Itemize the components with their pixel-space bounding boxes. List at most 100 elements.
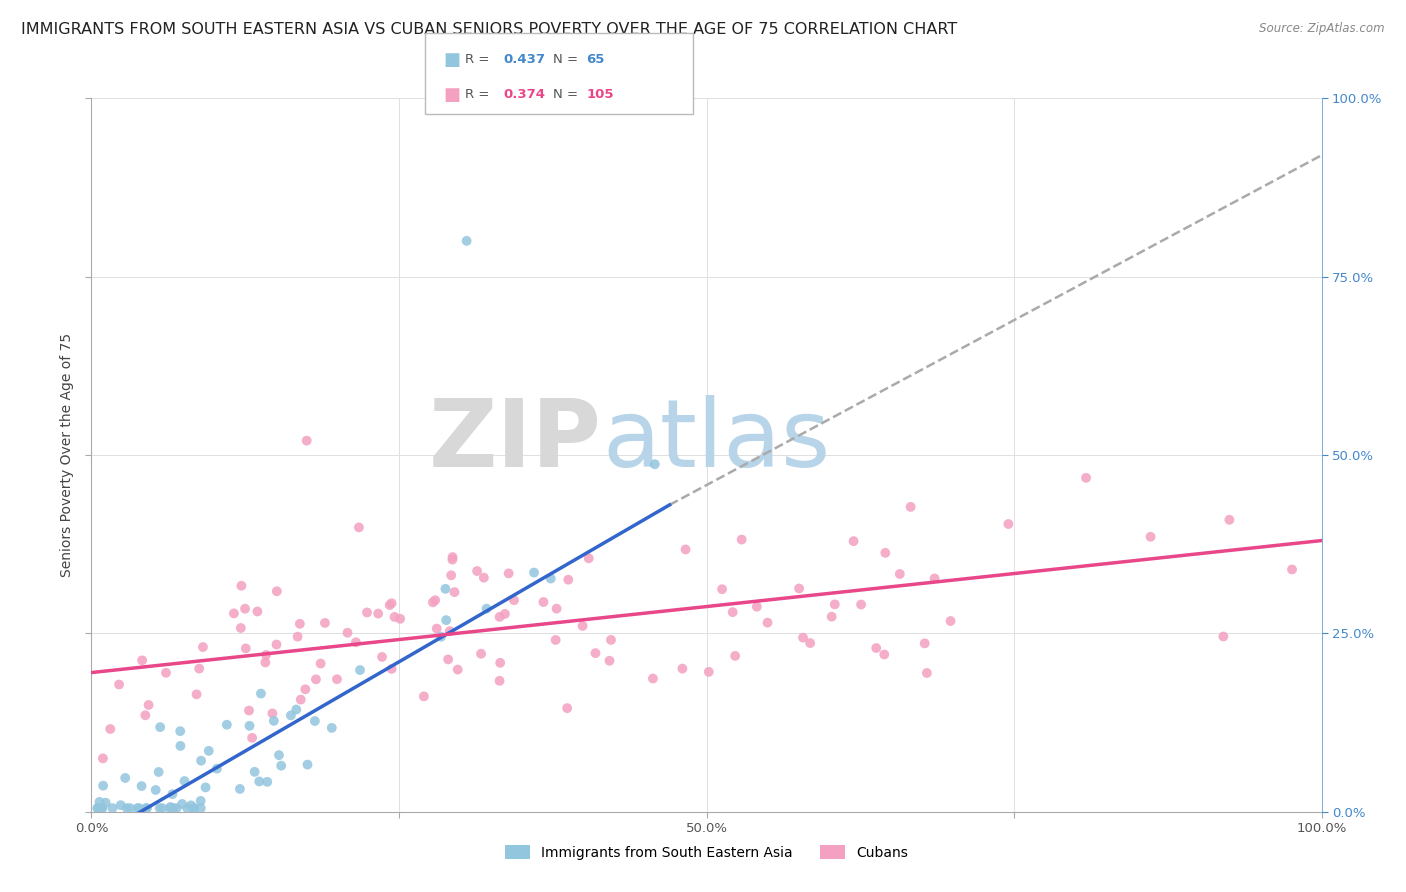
Point <box>183 801 205 815</box>
Point <box>344 635 367 649</box>
Point <box>711 582 734 597</box>
Point <box>94 796 117 810</box>
Point <box>389 612 412 626</box>
Point <box>430 630 453 644</box>
Point <box>824 598 846 612</box>
Point <box>381 596 404 610</box>
Point <box>441 552 464 566</box>
Point <box>787 582 810 596</box>
Point <box>1212 630 1234 644</box>
Point <box>229 621 252 635</box>
Point <box>91 751 114 765</box>
Text: 105: 105 <box>586 88 614 102</box>
Point <box>533 595 555 609</box>
Point <box>489 656 512 670</box>
Point <box>540 572 562 586</box>
Point <box>675 542 697 557</box>
Text: R =: R = <box>465 54 494 66</box>
Point <box>149 720 172 734</box>
Point <box>849 598 872 612</box>
Point <box>309 657 332 671</box>
Point <box>544 632 567 647</box>
Point <box>136 801 159 815</box>
Point <box>166 801 188 815</box>
Point <box>503 593 526 607</box>
Point <box>1139 530 1161 544</box>
Point <box>440 568 463 582</box>
Point <box>578 551 600 566</box>
Text: atlas: atlas <box>602 394 830 487</box>
Point <box>270 758 292 772</box>
Point <box>799 636 821 650</box>
Point <box>498 566 520 581</box>
Text: N =: N = <box>553 88 582 102</box>
Point <box>134 708 156 723</box>
Point <box>205 762 228 776</box>
Point <box>488 610 510 624</box>
Point <box>91 801 114 815</box>
Point <box>197 744 219 758</box>
Point <box>821 609 844 624</box>
Point <box>169 739 191 753</box>
Point <box>367 607 389 621</box>
Point <box>150 801 173 815</box>
Point <box>267 748 290 763</box>
Point <box>571 619 593 633</box>
Point <box>557 573 579 587</box>
Point <box>297 757 319 772</box>
Point <box>280 708 302 723</box>
Point <box>238 704 260 718</box>
Point <box>186 687 208 701</box>
Point <box>472 571 495 585</box>
Point <box>266 638 288 652</box>
Point <box>873 648 896 662</box>
Point <box>321 721 343 735</box>
Point <box>488 673 510 688</box>
Point <box>145 783 167 797</box>
Text: ZIP: ZIP <box>429 394 602 487</box>
Point <box>159 800 181 814</box>
Point <box>89 795 111 809</box>
Point <box>254 656 277 670</box>
Point <box>118 801 141 815</box>
Point <box>135 801 157 815</box>
Point <box>131 653 153 667</box>
Point <box>889 566 911 581</box>
Text: 65: 65 <box>586 54 605 66</box>
Point <box>697 665 720 679</box>
Text: ■: ■ <box>443 51 460 69</box>
Point <box>600 632 623 647</box>
Point <box>465 564 488 578</box>
Point <box>110 798 132 813</box>
Point <box>180 798 202 813</box>
Point <box>131 779 153 793</box>
Point <box>183 801 205 815</box>
Point <box>243 764 266 779</box>
Point <box>555 701 578 715</box>
Point <box>231 579 253 593</box>
Point <box>412 690 434 704</box>
Text: ■: ■ <box>443 86 460 103</box>
Point <box>294 682 316 697</box>
Point <box>86 801 108 815</box>
Point <box>176 801 198 815</box>
Point <box>155 665 177 680</box>
Point <box>90 801 112 815</box>
Point <box>191 640 214 654</box>
Point <box>86 801 108 815</box>
Point <box>875 546 897 560</box>
Text: IMMIGRANTS FROM SOUTH EASTERN ASIA VS CUBAN SENIORS POVERTY OVER THE AGE OF 75 C: IMMIGRANTS FROM SOUTH EASTERN ASIA VS CU… <box>21 22 957 37</box>
Point <box>101 801 124 815</box>
Point <box>865 640 887 655</box>
Point <box>305 673 328 687</box>
Point <box>731 533 754 547</box>
Point <box>229 781 252 796</box>
Point <box>997 516 1019 531</box>
Point <box>233 601 256 615</box>
Text: Source: ZipAtlas.com: Source: ZipAtlas.com <box>1260 22 1385 36</box>
Point <box>108 677 131 691</box>
Legend: Immigrants from South Eastern Asia, Cubans: Immigrants from South Eastern Asia, Cuba… <box>499 839 914 865</box>
Point <box>263 714 285 728</box>
Point <box>149 801 172 815</box>
Point <box>188 662 211 676</box>
